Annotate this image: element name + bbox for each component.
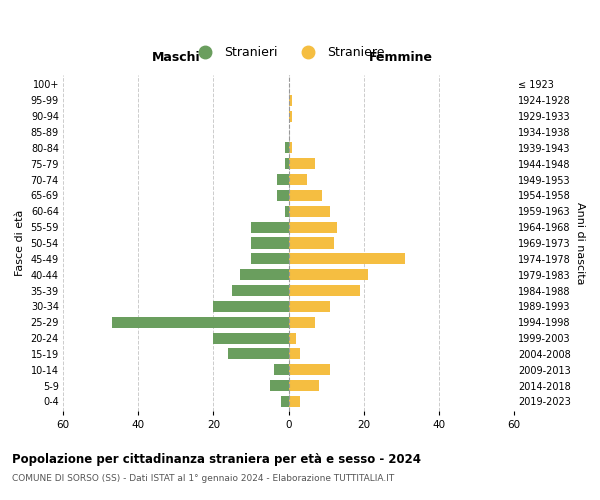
Bar <box>277 190 289 201</box>
Bar <box>289 254 405 264</box>
Bar <box>240 269 289 280</box>
Bar <box>289 332 296 344</box>
Bar <box>289 269 368 280</box>
Text: Maschi: Maschi <box>152 51 200 64</box>
Bar <box>285 158 289 170</box>
Text: Popolazione per cittadinanza straniera per età e sesso - 2024: Popolazione per cittadinanza straniera p… <box>12 452 421 466</box>
Bar <box>277 174 289 185</box>
Bar <box>289 142 292 154</box>
Bar <box>289 396 300 407</box>
Bar <box>274 364 289 376</box>
Bar <box>289 380 319 391</box>
Bar <box>289 158 315 170</box>
Bar <box>289 110 292 122</box>
Bar <box>229 348 289 360</box>
Bar <box>289 174 307 185</box>
Bar <box>251 254 289 264</box>
Bar <box>289 238 334 248</box>
Text: COMUNE DI SORSO (SS) - Dati ISTAT al 1° gennaio 2024 - Elaborazione TUTTITALIA.I: COMUNE DI SORSO (SS) - Dati ISTAT al 1° … <box>12 474 394 483</box>
Bar <box>251 222 289 232</box>
Text: Femmine: Femmine <box>370 51 433 64</box>
Y-axis label: Fasce di età: Fasce di età <box>15 210 25 276</box>
Bar <box>285 206 289 217</box>
Bar <box>214 332 289 344</box>
Bar <box>214 301 289 312</box>
Bar <box>285 142 289 154</box>
Bar <box>289 95 292 106</box>
Bar <box>289 206 330 217</box>
Bar <box>289 316 315 328</box>
Bar <box>112 316 289 328</box>
Bar <box>289 364 330 376</box>
Bar <box>281 396 289 407</box>
Bar <box>289 190 322 201</box>
Bar <box>232 285 289 296</box>
Legend: Stranieri, Straniere: Stranieri, Straniere <box>187 41 390 64</box>
Bar <box>289 285 360 296</box>
Bar <box>270 380 289 391</box>
Bar <box>251 238 289 248</box>
Bar <box>289 222 337 232</box>
Bar <box>289 301 330 312</box>
Bar <box>289 348 300 360</box>
Y-axis label: Anni di nascita: Anni di nascita <box>575 202 585 284</box>
